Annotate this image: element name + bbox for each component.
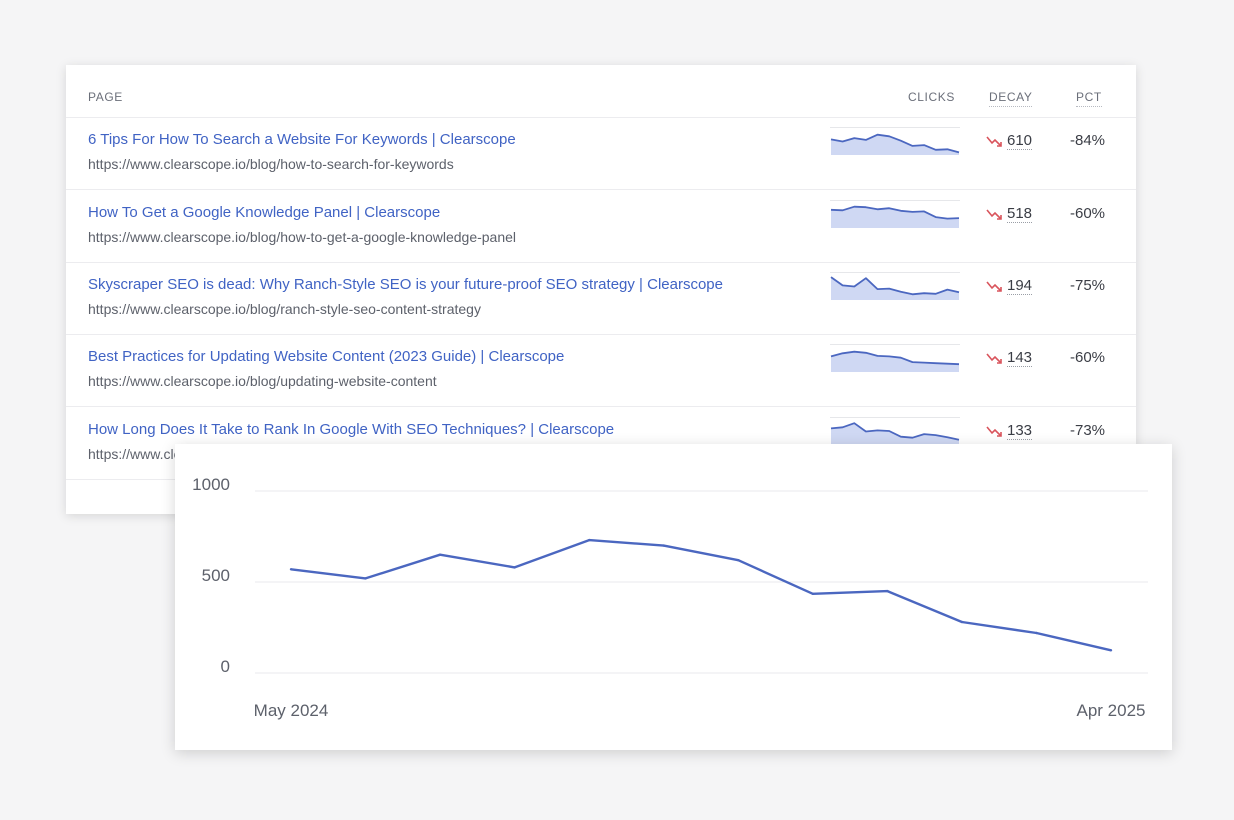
decaying-pages-table: PAGE CLICKS DECAY PCT 6 Tips For How To … [66,65,1136,514]
trend-down-icon [986,209,1002,220]
decay-cell: 194 [986,277,1033,297]
trend-down-icon [986,281,1002,292]
pct-value: -60% [1070,205,1106,222]
sparkline-line [830,276,960,296]
page-title-link[interactable]: How To Get a Google Knowledge Panel | Cl… [88,204,441,221]
y-tick-label: 0 [221,657,230,676]
y-tick-label: 500 [202,566,230,585]
sparkline-area [831,277,959,300]
y-tick-label: 1000 [192,475,230,494]
decay-cell: 610 [986,132,1033,152]
pct-value: -73% [1070,422,1106,439]
data-point[interactable] [289,568,293,571]
table-row[interactable]: 6 Tips For How To Search a Website For K… [66,117,1136,190]
page-url: https://www.clearscope.io/blog/how-to-ge… [88,229,517,245]
data-point[interactable] [811,592,814,595]
decay-value[interactable]: 610 [1007,132,1033,150]
sparkline-line [830,350,960,366]
sparkline-area [831,206,959,228]
data-point[interactable] [513,566,516,569]
pct-value: -84% [1070,132,1106,149]
data-point[interactable] [438,553,442,556]
clicks-detail-chart: 0 500 1000 May 2024 Apr 2025 [175,444,1172,750]
data-point[interactable] [588,538,591,542]
page-url: https://www.clearscope.io/blog/how-to-se… [88,156,454,172]
data-point[interactable] [886,589,889,593]
pct-value: -75% [1070,277,1106,294]
decay-value[interactable]: 143 [1007,349,1033,367]
column-header-clicks[interactable]: CLICKS [908,90,955,104]
table-row[interactable]: Best Practices for Updating Website Cont… [66,334,1136,407]
column-header-pct[interactable]: PCT [1076,90,1102,107]
decay-value[interactable]: 133 [1007,422,1033,440]
clicks-sparkline [830,127,960,155]
decay-cell: 518 [986,205,1033,225]
data-point[interactable] [662,544,665,547]
page-title-link[interactable]: 6 Tips For How To Search a Website For K… [88,131,516,148]
trend-down-icon [986,353,1002,364]
page-url: https://www.clearscope.io/blog/ranch-sty… [88,301,481,317]
x-tick-label: May 2024 [254,701,329,720]
decay-cell: 143 [986,349,1033,369]
series-line [290,538,1112,652]
decay-value[interactable]: 518 [1007,205,1033,223]
page-title-link[interactable]: Skyscraper SEO is dead: Why Ranch-Style … [88,276,723,293]
page-title-link[interactable]: Best Practices for Updating Website Cont… [88,348,565,365]
decay-cell: 133 [986,422,1033,442]
data-point[interactable] [364,577,367,580]
table-header: PAGE CLICKS DECAY PCT [66,65,1136,118]
data-point[interactable] [1109,649,1113,652]
sparkline-line [830,422,960,441]
data-point[interactable] [1035,631,1038,635]
clicks-sparkline [830,417,960,445]
sparkline-line [830,133,960,154]
sparkline-line [830,205,960,220]
data-point[interactable] [960,620,964,624]
clicks-sparkline [830,200,960,228]
column-header-decay[interactable]: DECAY [989,90,1033,107]
clicks-line-chart: 0 500 1000 May 2024 Apr 2025 [192,475,1148,720]
clicks-sparkline [830,344,960,372]
sparkline-area [831,351,959,372]
pct-value: -60% [1070,349,1106,366]
page-title-link[interactable]: How Long Does It Take to Rank In Google … [88,421,615,438]
data-point[interactable] [737,559,740,562]
column-header-page[interactable]: PAGE [88,90,123,104]
x-tick-label: Apr 2025 [1077,701,1146,720]
trend-down-icon [986,136,1002,147]
page-url: https://www.clearscope.io/blog/updating-… [88,373,437,389]
table-row[interactable]: Skyscraper SEO is dead: Why Ranch-Style … [66,262,1136,335]
clicks-sparkline [830,272,960,300]
trend-down-icon [986,426,1002,437]
table-row[interactable]: How To Get a Google Knowledge Panel | Cl… [66,190,1136,263]
decay-value[interactable]: 194 [1007,277,1033,295]
